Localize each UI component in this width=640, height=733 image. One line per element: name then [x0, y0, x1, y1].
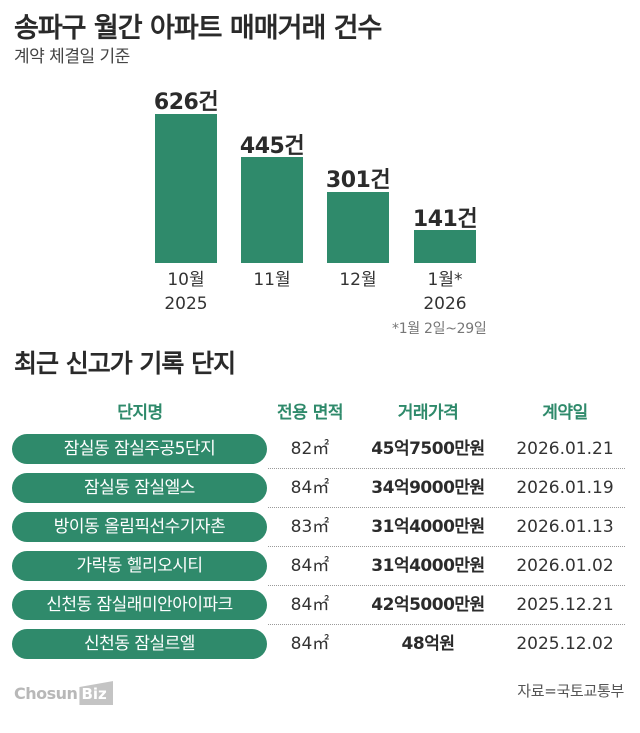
- bar-category-label: 1월* 2026: [395, 268, 495, 316]
- price-cell: 31억4000만원: [371, 556, 485, 576]
- bar-dec-2025: [327, 192, 389, 263]
- logo-biz-text: Biz: [81, 685, 107, 703]
- table-row: 신천동 잠실래미안아이파크 84㎡ 42억5000만원 2025.12.21: [0, 590, 640, 629]
- area-cell: 84㎡: [290, 634, 330, 654]
- area-cell: 84㎡: [290, 556, 330, 576]
- bar-category-label: 11월: [222, 268, 322, 292]
- header-contract-date: 계약일: [542, 403, 588, 423]
- bar-value-label: 301건: [325, 168, 391, 193]
- table-row: 가락동 헬리오시티 84㎡ 31억4000만원 2026.01.02: [0, 551, 640, 590]
- category-month: 12월: [339, 270, 377, 290]
- complex-name-pill: 가락동 헬리오시티: [12, 551, 267, 581]
- row-divider: [268, 546, 625, 547]
- area-cell: 84㎡: [290, 478, 330, 498]
- date-cell: 2026.01.19: [516, 478, 614, 498]
- complex-name-pill: 잠실동 잠실엘스: [12, 473, 267, 503]
- header-complex-name: 단지명: [117, 403, 163, 423]
- bar-value-label: 445건: [239, 134, 305, 159]
- bar-value-label: 141건: [412, 207, 478, 232]
- logo-chosun-text: Chosun: [14, 683, 78, 703]
- header-area: 전용 면적: [277, 403, 343, 423]
- table-row: 신천동 잠실르엘 84㎡ 48억원 2025.12.02: [0, 629, 640, 668]
- table-title: 최근 신고가 기록 단지: [14, 349, 236, 378]
- chosunbiz-logo: Chosun Biz: [14, 678, 114, 708]
- category-year: 2026: [423, 294, 467, 314]
- price-cell: 45억7500만원: [371, 439, 485, 459]
- date-cell: 2026.01.21: [516, 439, 614, 459]
- bar-nov-2025: [241, 157, 303, 263]
- area-cell: 83㎡: [290, 517, 330, 537]
- row-divider: [268, 507, 625, 508]
- price-cell: 31억4000만원: [371, 517, 485, 537]
- date-cell: 2025.12.21: [516, 595, 614, 615]
- price-cell: 42억5000만원: [371, 595, 485, 615]
- date-cell: 2026.01.13: [516, 517, 614, 537]
- category-month: 11월: [253, 270, 291, 290]
- category-year: 2025: [164, 294, 208, 314]
- price-cell: 34억9000만원: [371, 478, 485, 498]
- table-row: 잠실동 잠실엘스 84㎡ 34억9000만원 2026.01.19: [0, 473, 640, 512]
- chart-subtitle: 계약 체결일 기준: [14, 47, 130, 67]
- bar-value-label: 626건: [153, 90, 219, 115]
- table-row: 방이동 올림픽선수기자촌 83㎡ 31억4000만원 2026.01.13: [0, 512, 640, 551]
- logo-biz-badge: Biz: [79, 681, 114, 705]
- complex-name-pill: 신천동 잠실래미안아이파크: [12, 590, 267, 620]
- category-month: 1월*: [427, 270, 463, 290]
- row-divider: [268, 624, 625, 625]
- date-cell: 2026.01.02: [516, 556, 614, 576]
- data-source: 자료=국토교통부: [517, 682, 624, 700]
- category-month: 10월: [167, 270, 205, 290]
- chart-title: 송파구 월간 아파트 매매거래 건수: [14, 13, 382, 44]
- complex-name-pill: 잠실동 잠실주공5단지: [12, 434, 267, 464]
- chart-footnote: *1월 2일~29일: [392, 321, 487, 337]
- bar-oct-2025: [155, 114, 217, 263]
- row-divider: [268, 468, 625, 469]
- bar-category-label: 12월: [308, 268, 408, 292]
- complex-name-pill: 신천동 잠실르엘: [12, 629, 267, 659]
- bar-category-label: 10월 2025: [136, 268, 236, 316]
- complex-name-pill: 방이동 올림픽선수기자촌: [12, 512, 267, 542]
- row-divider: [268, 585, 625, 586]
- area-cell: 84㎡: [290, 595, 330, 615]
- area-cell: 82㎡: [290, 439, 330, 459]
- table-row: 잠실동 잠실주공5단지 82㎡ 45억7500만원 2026.01.21: [0, 434, 640, 473]
- price-cell: 48억원: [401, 634, 455, 654]
- bar-jan-2026: [414, 230, 476, 263]
- header-price: 거래가격: [397, 403, 459, 423]
- date-cell: 2025.12.02: [516, 634, 614, 654]
